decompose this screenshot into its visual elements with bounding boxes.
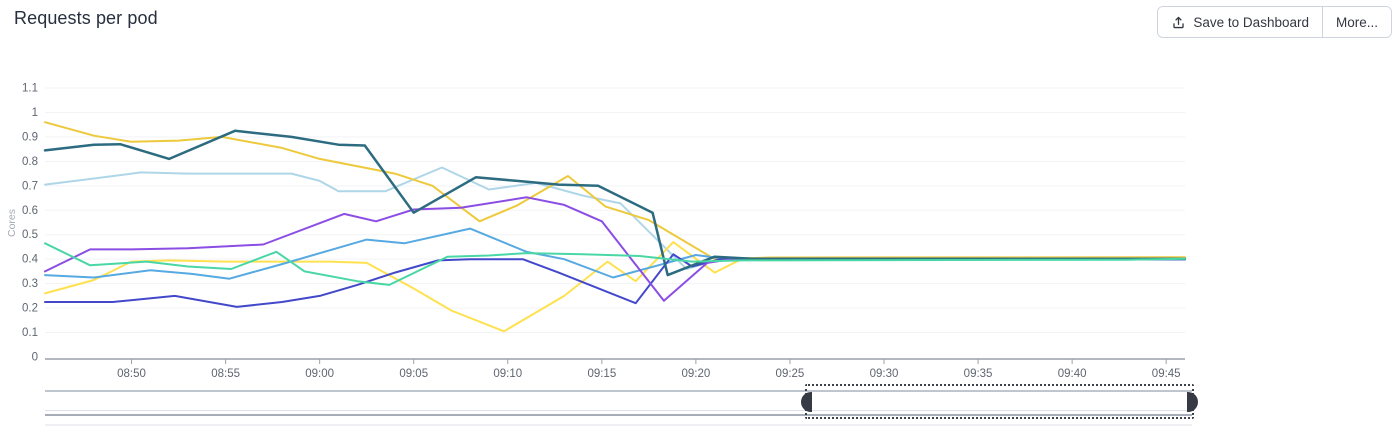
- x-tick-label: 09:20: [682, 368, 711, 380]
- x-tick-label: 09:05: [399, 368, 428, 380]
- x-tick-label: 09:15: [587, 368, 616, 380]
- brush-left-handle[interactable]: [801, 391, 812, 412]
- y-tick-label: 0.6: [22, 205, 38, 217]
- series-line-gold: [44, 121, 1186, 261]
- x-tick-label: 09:45: [1152, 368, 1181, 380]
- y-tick-label: 0.9: [22, 131, 38, 143]
- brush-track[interactable]: [45, 384, 1198, 419]
- x-tick-label: 08:55: [211, 368, 240, 380]
- button-divider: [1321, 7, 1323, 37]
- y-tick-label: 1: [32, 107, 38, 119]
- series-line-bright-yellow: [44, 241, 1186, 333]
- brush-right-handle[interactable]: [1187, 391, 1198, 412]
- series-line-mint-green: [44, 242, 1186, 286]
- export-icon: [1171, 15, 1186, 30]
- save-to-dashboard-button[interactable]: Save to Dashboard: [1158, 7, 1322, 37]
- x-tick-label: 08:50: [117, 368, 146, 380]
- brush-selection[interactable]: [801, 384, 1198, 419]
- y-tick-label: 1.1: [22, 83, 38, 95]
- page-title: Requests per pod: [14, 8, 158, 28]
- chart-actions-button-group: Save to Dashboard More...: [1157, 6, 1392, 38]
- brush-baseline: [45, 424, 1192, 426]
- y-tick-label: 0.8: [22, 156, 38, 168]
- x-tick-label: 09:40: [1058, 368, 1087, 380]
- y-tick-label: 0.2: [22, 303, 38, 315]
- more-button-label: More...: [1335, 14, 1378, 30]
- save-to-dashboard-label: Save to Dashboard: [1193, 14, 1309, 30]
- x-tick-label: 09:35: [964, 368, 993, 380]
- more-button[interactable]: More...: [1322, 7, 1391, 37]
- series-line-pale-blue: [44, 166, 1186, 270]
- series-line-dark-teal: [43, 129, 1187, 277]
- brush-track-mid-line: [45, 410, 1192, 411]
- brush-track-bottom-line: [45, 414, 1192, 416]
- x-tick-label: 09:10: [493, 368, 522, 380]
- series-line-sky-blue: [44, 227, 1186, 280]
- brush-track-top-line: [45, 390, 1192, 392]
- y-axis-title: Cores: [6, 209, 18, 237]
- x-tick-label: 09:25: [776, 368, 805, 380]
- y-tick-label: 0.5: [22, 229, 38, 241]
- y-tick-label: 0.4: [22, 254, 39, 266]
- series-line-purple: [44, 196, 1186, 302]
- x-tick-label: 09:00: [305, 368, 334, 380]
- y-tick-label: 0.1: [22, 327, 38, 339]
- y-tick-label: 0.7: [22, 180, 38, 192]
- x-tick-label: 09:30: [870, 368, 899, 380]
- y-tick-label: 0: [32, 352, 38, 364]
- y-tick-label: 0.3: [22, 278, 38, 290]
